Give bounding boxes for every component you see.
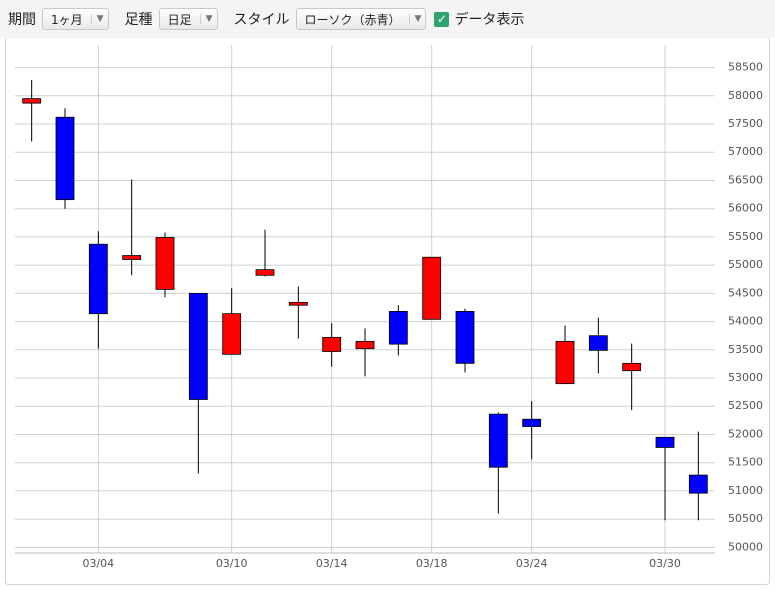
x-tick-label: 03/30 (649, 557, 681, 570)
candle-body (322, 336, 342, 352)
x-tick-label: 03/10 (216, 557, 248, 570)
y-tick-label: 51500 (728, 456, 763, 469)
show-data-checkbox[interactable]: ✓ (434, 11, 450, 27)
y-tick-label: 50000 (728, 540, 763, 553)
y-tick-label: 57500 (728, 117, 763, 130)
candle-body (522, 418, 542, 427)
y-tick-label: 57000 (728, 145, 763, 158)
candle-body (155, 237, 175, 290)
y-tick-label: 50500 (728, 512, 763, 525)
period-select[interactable]: 1ヶ月 ▼ (42, 8, 109, 30)
y-tick-label: 53500 (728, 343, 763, 356)
x-tick-label: 03/18 (416, 557, 448, 570)
period-label: 期間 (8, 12, 36, 28)
style-value: ローソク（赤青） (304, 12, 401, 27)
y-tick-label: 52000 (728, 427, 763, 440)
y-tick-label: 58000 (728, 89, 763, 102)
dropdown-arrow: ▼ (199, 14, 213, 24)
candle-body (188, 292, 208, 400)
chart-frame (5, 36, 770, 585)
candle-body (22, 98, 42, 104)
x-tick-label: 03/14 (316, 557, 348, 570)
y-tick-label: 52500 (728, 399, 763, 412)
y-tick-label: 56000 (728, 202, 763, 215)
candle-body (622, 362, 642, 372)
x-tick-label: 03/04 (82, 557, 114, 570)
dropdown-arrow: ▼ (408, 14, 421, 24)
y-tick-label: 55500 (728, 230, 763, 243)
toolbar: 期間 1ヶ月 ▼ 足種 日足 ▼ スタイル ローソク（赤青） ▼ ✓ データ表示 (0, 0, 775, 38)
candle-body (455, 311, 475, 364)
style-label: スタイル (233, 12, 290, 28)
y-tick-label: 54500 (728, 286, 763, 299)
candle-body (488, 413, 508, 468)
candle-body (88, 243, 108, 315)
bar-select[interactable]: 日足 ▼ (158, 8, 218, 30)
candle-body (388, 311, 408, 345)
show-data-label: データ表示 (454, 12, 525, 28)
candle-body (655, 436, 675, 448)
x-tick-label: 03/24 (516, 557, 548, 570)
style-select[interactable]: ローソク（赤青） ▼ (295, 8, 427, 30)
candle-body (688, 474, 708, 494)
candle-body (122, 255, 142, 260)
bar-label: 足種 (124, 12, 153, 28)
y-tick-label: 51000 (728, 484, 763, 497)
candle-body (422, 256, 442, 320)
y-tick-label: 53000 (728, 371, 763, 384)
candle-body (55, 116, 75, 201)
y-tick-label: 58500 (728, 61, 763, 74)
candle-body (288, 301, 308, 306)
candle-body (555, 340, 575, 385)
dropdown-arrow: ▼ (90, 14, 104, 24)
y-tick-label: 56500 (728, 173, 763, 186)
y-tick-label: 54000 (728, 315, 763, 328)
candle-body (255, 269, 275, 276)
candle-body (222, 313, 242, 355)
candle-body (588, 335, 608, 351)
y-tick-label: 55000 (728, 258, 763, 271)
candle-body (355, 340, 375, 350)
period-value: 1ヶ月 (51, 12, 83, 27)
bar-value: 日足 (167, 12, 192, 27)
